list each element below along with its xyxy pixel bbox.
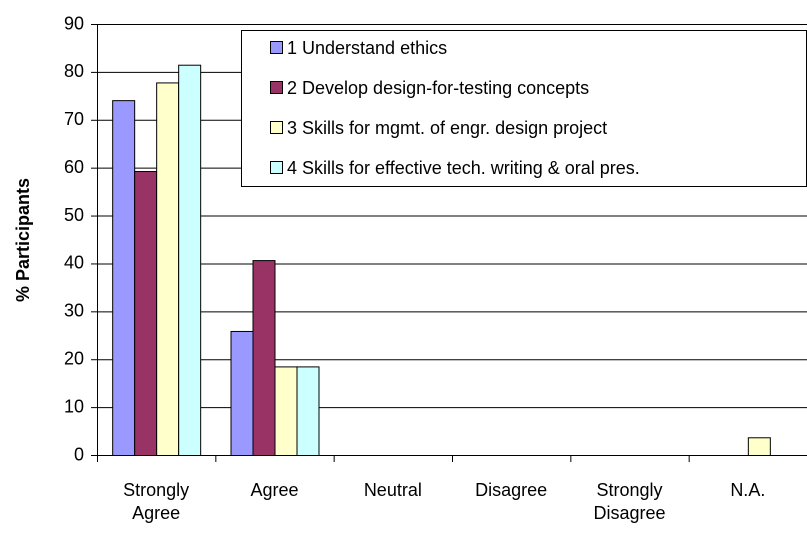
legend-label: 4 Skills for effective tech. writing & o… [287,158,640,178]
legend-swatch [270,161,283,174]
y-tick-label: 60 [64,157,84,177]
legend-label: 1 Understand ethics [287,38,447,58]
bar [178,64,202,456]
x-tick-label: Neutral [363,480,422,500]
x-tick-label: Strongly Agree [123,480,190,523]
legend-label: 2 Develop design-for-testing concepts [287,78,589,98]
y-tick-label: 0 [74,444,84,464]
y-tick-label: 70 [64,109,84,129]
y-tick-label: 20 [64,348,84,368]
bar [747,437,771,456]
y-tick-label: 80 [64,61,84,81]
legend-label: 3 Skills for mgmt. of engr. design proje… [287,118,607,138]
legend-swatch [270,121,283,134]
y-tick-label: 10 [64,396,84,416]
legend-box [241,30,807,187]
bar [230,330,254,456]
x-tick-label: Strongly Disagree [593,480,666,523]
y-tick-label: 90 [64,13,84,33]
bar [134,171,158,456]
legend-swatch [270,81,283,94]
x-tick-label: N.A. [730,480,766,500]
y-tick-label: 40 [64,253,84,273]
y-tick-label: 30 [64,301,84,321]
bar [112,100,136,456]
bar [252,260,276,456]
y-axis-label: % Participants [13,178,33,302]
y-tick-label: 50 [64,205,84,225]
bar [156,82,180,457]
bar [296,366,320,456]
bar [274,366,298,456]
legend-swatch [270,41,283,54]
x-tick-label: Agree [250,480,299,500]
x-tick-label: Disagree [475,480,548,500]
